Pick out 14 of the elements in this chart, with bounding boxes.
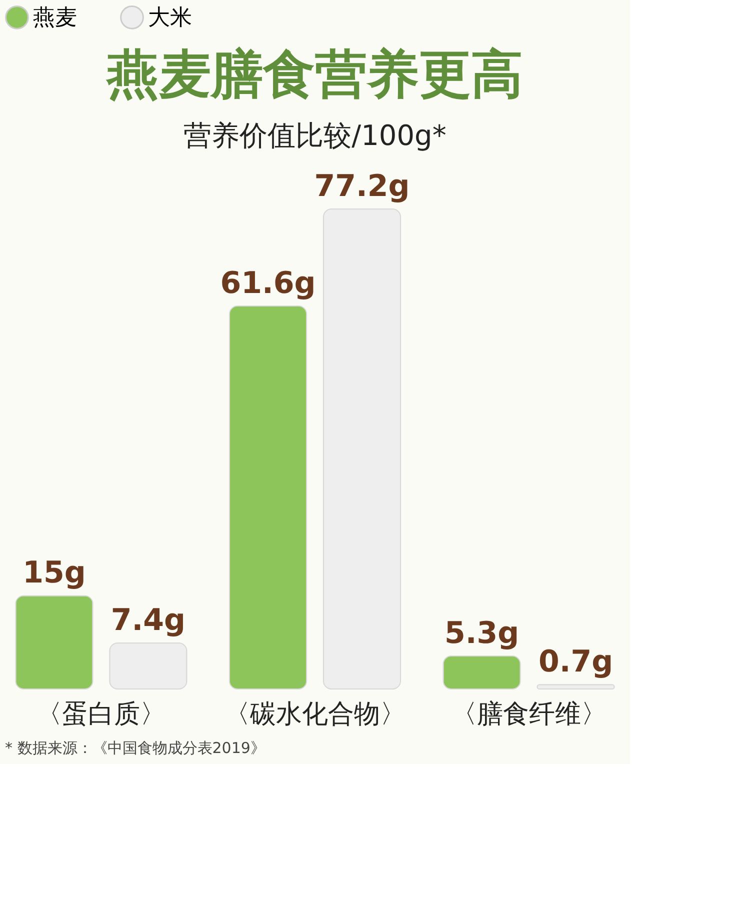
- chart-subtitle: 营养价值比较/100g*: [184, 119, 446, 152]
- x-tick-label: 〈膳食纤维〉: [450, 700, 607, 730]
- data-label: 77.2g: [314, 169, 410, 204]
- chart-title: 燕麦膳食营养更高: [105, 45, 523, 105]
- x-tick-label: 〈碳水化合物〉: [224, 700, 406, 730]
- data-label: 7.4g: [110, 602, 186, 638]
- data-label: 0.7g: [538, 644, 614, 680]
- legend-label: 大米: [148, 5, 192, 30]
- data-label: 5.3g: [444, 616, 520, 652]
- x-tick-label: 〈蛋白质〉: [36, 700, 166, 730]
- data-label: 15g: [22, 556, 86, 591]
- text: * 数据来源：《中国食物成分表2019》: [5, 739, 266, 757]
- data-label: 61.6g: [220, 266, 316, 301]
- legend-label: 燕麦: [33, 5, 77, 30]
